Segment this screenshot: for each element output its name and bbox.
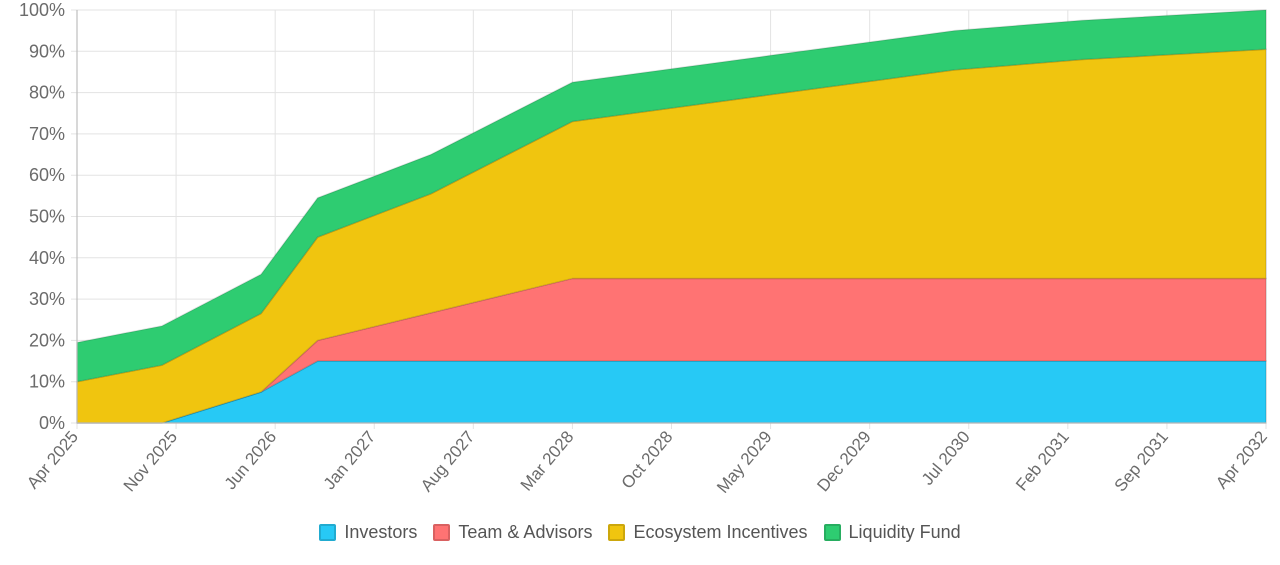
- x-tick-label: Nov 2025: [120, 427, 181, 495]
- x-tick-label: Jul 2030: [918, 427, 974, 488]
- y-tick-label: 60%: [29, 165, 65, 185]
- legend-label: Team & Advisors: [458, 522, 593, 542]
- y-tick-label: 10%: [29, 372, 65, 392]
- legend-swatch: [319, 524, 337, 541]
- chart-legend: Investors Team & Advisors Ecosystem Incent…: [0, 522, 1280, 543]
- legend-swatch: [608, 524, 626, 541]
- x-tick-label: Oct 2028: [618, 427, 677, 492]
- x-tick-label: Aug 2027: [417, 427, 478, 495]
- y-tick-label: 90%: [29, 41, 65, 61]
- area-liquidity-fund: [76, 9, 1267, 383]
- y-tick-label: 50%: [29, 207, 65, 227]
- x-tick-label: Dec 2029: [813, 427, 874, 495]
- x-tick-label: Apr 2025: [23, 427, 82, 492]
- x-tick-label: May 2029: [713, 427, 776, 496]
- chart-canvas: 0% 10% 20% 30% 40% 50% 60% 70% 80% 90% 100% Apr 202…: [19, 0, 1271, 497]
- legend-item-ecosystem-incentives[interactable]: Ecosystem Incentives: [608, 522, 808, 543]
- x-tick-label: Jan 2027: [320, 427, 380, 493]
- legend-item-team-advisors[interactable]: Team & Advisors: [433, 522, 592, 543]
- legend-label: Investors: [344, 522, 418, 542]
- legend-item-investors[interactable]: Investors: [319, 522, 417, 543]
- x-tick-label: Apr 2032: [1212, 427, 1271, 492]
- y-tick-label: 20%: [29, 330, 65, 350]
- x-tick-label: Sep 2031: [1111, 427, 1172, 495]
- y-tick-label: 100%: [19, 0, 65, 20]
- x-tick-label: Feb 2031: [1012, 427, 1073, 494]
- area-ecosystem-incentives: [76, 48, 1267, 424]
- x-tick-label: Jun 2026: [221, 427, 281, 493]
- legend-label: Ecosystem Incentives: [633, 522, 808, 542]
- y-tick-label: 80%: [29, 83, 65, 103]
- legend-swatch: [823, 524, 841, 541]
- legend-item-liquidity-fund[interactable]: Liquidity Fund: [823, 522, 961, 543]
- x-tick-label: Mar 2028: [517, 427, 578, 494]
- area-team-advisors: [77, 277, 1267, 424]
- y-tick-label: 0%: [39, 413, 65, 433]
- y-tick-label: 40%: [29, 248, 65, 268]
- legend-label: Liquidity Fund: [848, 522, 961, 542]
- y-tick-label: 70%: [29, 124, 65, 144]
- legend-swatch: [433, 524, 451, 541]
- y-tick-label: 30%: [29, 289, 65, 309]
